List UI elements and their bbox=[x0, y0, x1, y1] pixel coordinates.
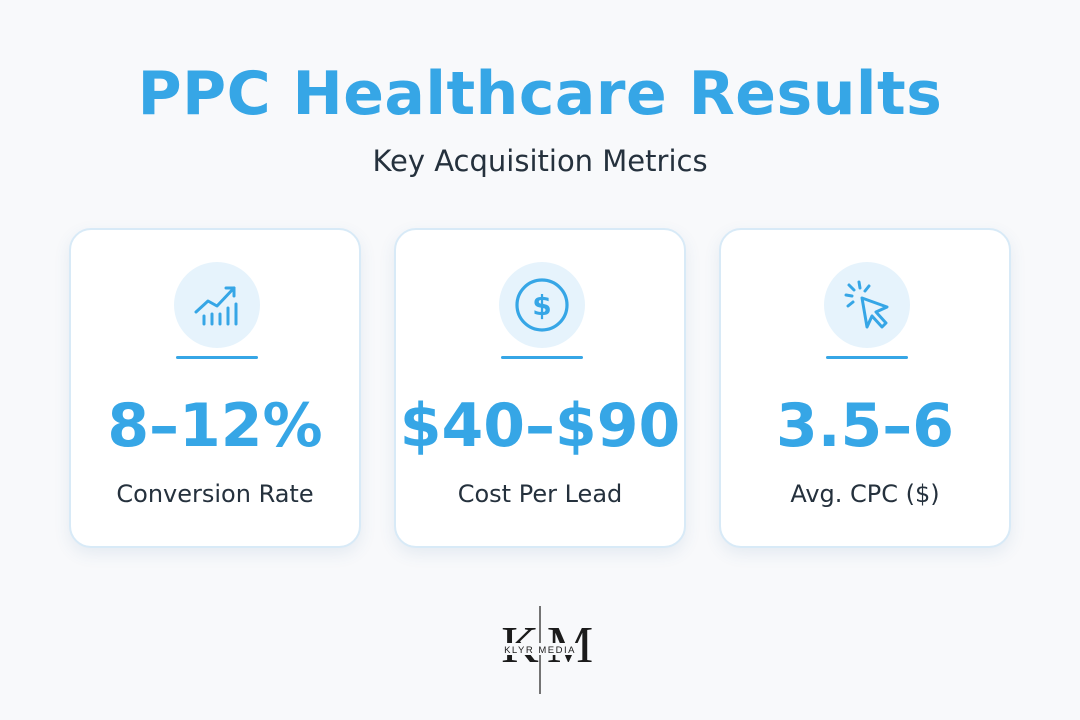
trending-chart-icon bbox=[174, 262, 260, 348]
logo-brand-text: KLYR MEDIA bbox=[504, 645, 576, 656]
klyr-media-logo: K M KLYR MEDIA bbox=[470, 600, 610, 700]
metric-card-avg-cpc: 3.5–6 Avg. CPC ($) bbox=[719, 228, 1011, 548]
page-subtitle: Key Acquisition Metrics bbox=[372, 144, 708, 178]
card-divider bbox=[501, 356, 583, 359]
metric-value: 3.5–6 bbox=[775, 391, 955, 461]
page-title: PPC Healthcare Results bbox=[137, 59, 943, 129]
metric-value: 8–12% bbox=[107, 391, 323, 461]
metric-card-conversion-rate: 8–12% Conversion Rate bbox=[69, 228, 361, 548]
card-divider bbox=[176, 356, 258, 359]
metric-card-cost-per-lead: $ $40–$90 Cost Per Lead bbox=[394, 228, 686, 548]
metric-label: Avg. CPC ($) bbox=[790, 480, 940, 508]
cursor-click-icon bbox=[824, 262, 910, 348]
card-divider bbox=[826, 356, 908, 359]
metric-label: Cost Per Lead bbox=[457, 480, 623, 508]
metric-value: $40–$90 bbox=[399, 391, 681, 461]
dollar-coin-icon: $ bbox=[499, 262, 585, 348]
svg-text:$: $ bbox=[532, 289, 551, 322]
metric-label: Conversion Rate bbox=[116, 480, 314, 508]
